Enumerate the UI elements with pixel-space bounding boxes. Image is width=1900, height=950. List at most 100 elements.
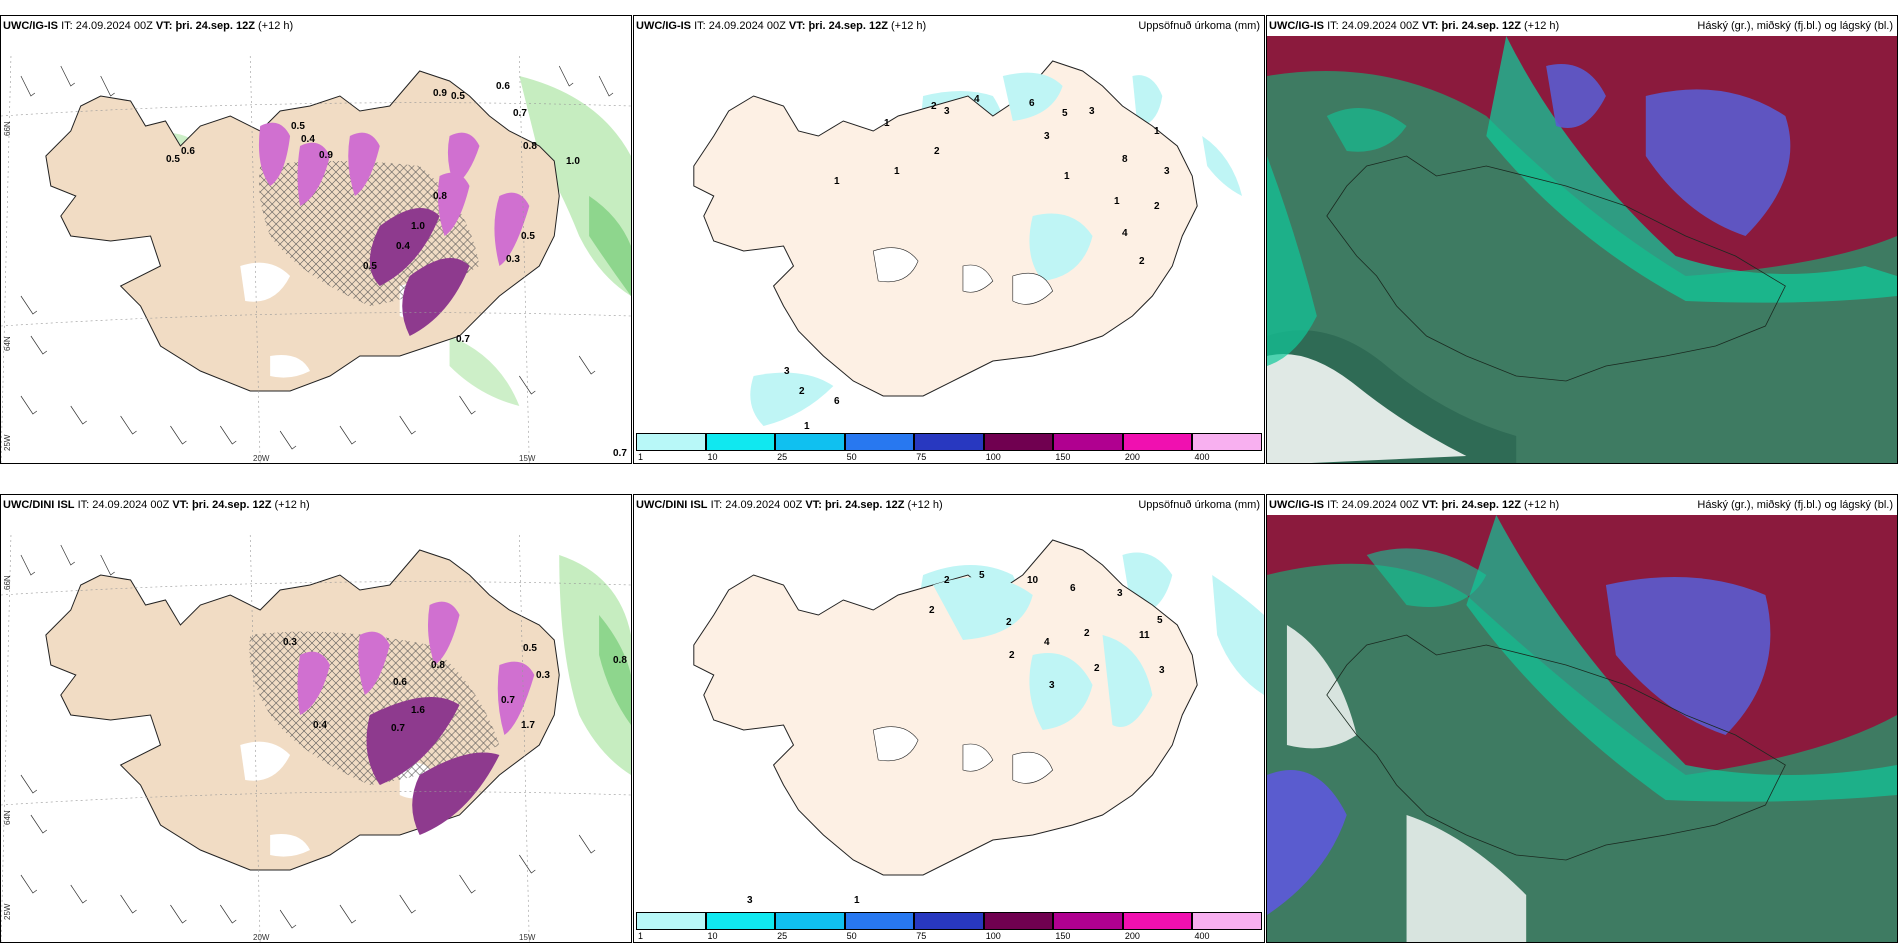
panel-title: Háský (gr.), miðský (fj.bl.) og lágský (… [1697, 20, 1893, 32]
panel-title: Háský (gr.), miðský (fj.bl.) og lágský (… [1697, 499, 1893, 511]
value-label: 0.5 [521, 231, 535, 242]
lon-label-25: 25W [3, 903, 12, 920]
precip-value: 2 [1084, 628, 1090, 639]
valid-time: þri. 24.sep. 12Z [1441, 20, 1521, 32]
panel-bottom-middle: UWC/DINI ISL IT: 24.09.2024 00Z VT: þri.… [633, 494, 1265, 943]
value-label: 0.4 [313, 720, 327, 731]
precip-value: 8 [1122, 154, 1128, 165]
precip-value: 3 [944, 106, 950, 117]
precip-value: 3 [1159, 665, 1165, 676]
panel-header: UWC/IG-IS IT: 24.09.2024 00Z VT: þri. 24… [1267, 495, 1897, 515]
colorbar-swatch [1122, 912, 1193, 930]
colorbar-tick-label: 1 [638, 452, 644, 462]
colorbar-tick-label: 100 [985, 931, 1001, 941]
precip-map [693, 60, 1243, 426]
precip-value: 1 [1114, 196, 1120, 207]
precip-value: 4 [974, 94, 980, 105]
precip-value: 3 [1164, 166, 1170, 177]
lon-label-15: 15W [519, 454, 536, 463]
precip-value: 1 [804, 421, 810, 432]
valid-time: þri. 24.sep. 12Z [191, 499, 272, 511]
precip-value: 3 [1117, 588, 1123, 599]
panel-bottom-left: UWC/DINI ISL IT: 24.09.2024 00Z VT: þri.… [0, 494, 632, 943]
precip-value: 2 [1154, 201, 1160, 212]
colorbar-swatch [705, 433, 776, 451]
cloud-map [1267, 515, 1897, 942]
precip-value: 6 [1070, 583, 1076, 594]
colorbar-tick-label: 400 [1194, 931, 1210, 941]
colorbar-swatch [775, 912, 845, 930]
value-label: 0.3 [283, 637, 297, 648]
precip-value: 5 [1157, 615, 1163, 626]
colorbar-swatch [983, 433, 1054, 451]
colorbar-swatch [1122, 433, 1193, 451]
init-time: 24.09.2024 00Z [725, 499, 803, 511]
lead-time: (+12 h) [274, 499, 310, 511]
vt-label: VT: [805, 499, 822, 511]
value-label: 0.3 [536, 670, 550, 681]
vt-label: VT: [1421, 499, 1439, 511]
model-name: UWC/IG-IS [1269, 499, 1324, 511]
wind-precip-map [1, 55, 631, 463]
precip-map [693, 539, 1264, 876]
value-label: 0.8 [433, 191, 447, 202]
precip-value: 1 [884, 118, 890, 129]
panel-title: Uppsöfnuð úrkoma (mm) [1138, 20, 1260, 32]
vt-label: VT: [788, 20, 806, 32]
init-time: 24.09.2024 00Z [1341, 20, 1419, 32]
precip-value: 6 [1029, 98, 1035, 109]
colorbar-tick-label: 400 [1194, 452, 1210, 462]
panel-bottom-right: UWC/IG-IS IT: 24.09.2024 00Z VT: þri. 24… [1266, 494, 1898, 943]
value-label: 0.7 [456, 334, 470, 345]
panel-header: UWC/DINI ISL IT: 24.09.2024 00Z VT: þri.… [634, 495, 1264, 515]
precip-value: 2 [929, 605, 935, 616]
panel-header: UWC/IG-IS IT: 24.09.2024 00Z VT: þri. 24… [1267, 16, 1897, 36]
panel-title: Uppsöfnuð úrkoma (mm) [1138, 499, 1260, 511]
lat-label-64: 64N [3, 336, 12, 351]
it-label: IT: [710, 499, 723, 511]
cloud-map [1267, 36, 1897, 463]
valid-time: þri. 24.sep. 12Z [1441, 499, 1521, 511]
lead-time: (+12 h) [1524, 499, 1560, 511]
precip-value: 5 [979, 570, 985, 581]
value-label: 0.5 [451, 91, 465, 102]
vt-label: VT: [172, 499, 189, 511]
value-label: 0.3 [506, 254, 520, 265]
valid-time: þri. 24.sep. 12Z [824, 499, 905, 511]
vt-label: VT: [1421, 20, 1439, 32]
precip-value: 1 [1154, 126, 1160, 137]
precip-value: 2 [1006, 617, 1012, 628]
lon-label-25: 25W [3, 434, 12, 451]
value-label: 1.0 [566, 156, 580, 167]
colorbar-swatch [636, 433, 706, 451]
value-label: 0.5 [291, 121, 305, 132]
lon-label-20: 20W [253, 454, 270, 463]
model-name: UWC/DINI ISL [3, 499, 75, 511]
wind-precip-map [1, 534, 631, 942]
colorbar-swatch [636, 912, 706, 930]
value-label: 0.6 [181, 146, 195, 157]
value-label: 0.6 [393, 677, 407, 688]
colorbar-swatch [844, 912, 915, 930]
precip-value: 4 [1044, 637, 1050, 648]
value-label: 0.5 [523, 643, 537, 654]
colorbar-swatch [1192, 912, 1262, 930]
colorbar-tick-label: 10 [707, 931, 718, 941]
model-name: UWC/IG-IS [3, 20, 58, 32]
precip-value: 1 [854, 895, 860, 906]
value-label: 0.8 [613, 655, 627, 666]
panel-top-middle: UWC/IG-IS IT: 24.09.2024 00Z VT: þri. 24… [633, 15, 1265, 464]
it-label: IT: [1327, 20, 1339, 32]
value-label: 0.5 [166, 154, 180, 165]
panel-header: UWC/IG-IS IT: 24.09.2024 00Z VT: þri. 24… [634, 16, 1264, 36]
colorbar-tick-label: 50 [846, 931, 857, 941]
precip-value: 2 [1139, 256, 1145, 267]
colorbar-swatch [705, 912, 776, 930]
value-label: 1.7 [521, 720, 535, 731]
colorbar-swatch [1053, 912, 1123, 930]
vt-label: VT: [155, 20, 173, 32]
model-name: UWC/IG-IS [636, 20, 691, 32]
lon-label-20: 20W [253, 933, 270, 942]
precip-value: 3 [1089, 106, 1095, 117]
lat-label-64: 64N [3, 810, 12, 825]
